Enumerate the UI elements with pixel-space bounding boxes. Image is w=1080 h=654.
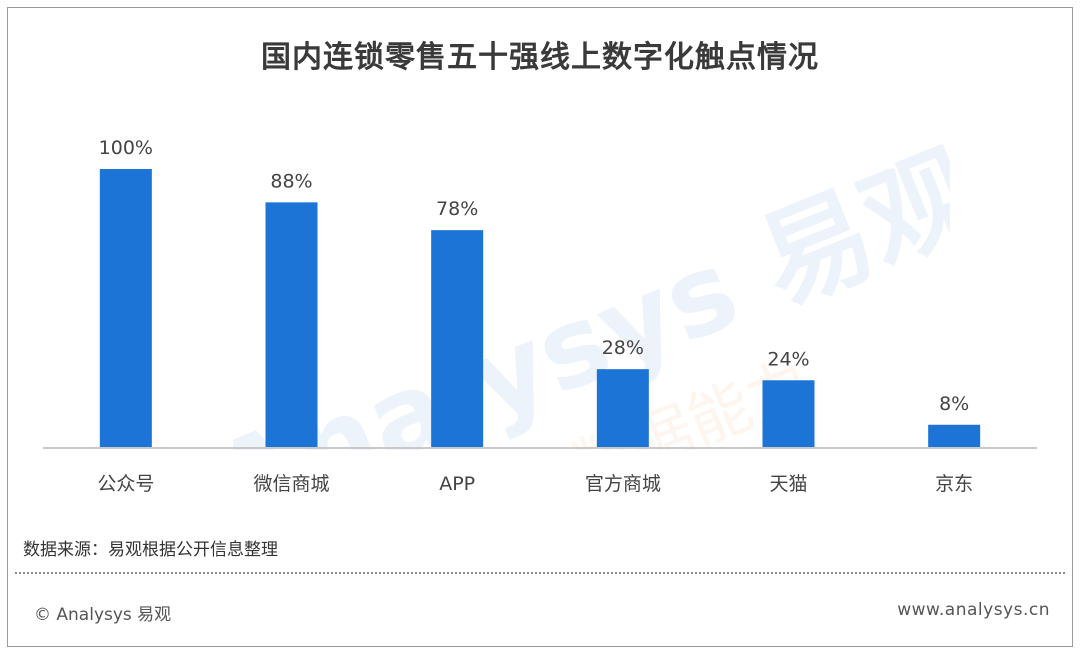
- x-tick-label-2: APP: [439, 473, 475, 495]
- footer-divider: [15, 572, 1065, 574]
- footer-copyright: © Analysys 易观: [34, 605, 172, 625]
- data-label-3: 28%: [602, 337, 644, 359]
- chart-title: 国内连锁零售五十强线上数字化触点情况: [261, 40, 819, 75]
- data-label-5: 8%: [939, 393, 969, 415]
- bar-1: [265, 202, 318, 447]
- source-note: 数据来源：易观根据公开信息整理: [23, 540, 278, 560]
- bar-5: [928, 424, 981, 447]
- footer-website: www.analysys.cn: [897, 600, 1050, 620]
- chart-frame: [7, 7, 1073, 647]
- x-tick-label-3: 官方商城: [585, 473, 661, 495]
- data-label-4: 24%: [767, 348, 809, 370]
- bar-2: [431, 230, 484, 447]
- x-tick-label-0: 公众号: [97, 473, 154, 495]
- bar-0: [99, 169, 152, 447]
- x-tick-label-1: 微信商城: [253, 473, 329, 495]
- x-tick-label-5: 京东: [935, 473, 973, 495]
- data-label-2: 78%: [436, 198, 478, 220]
- data-label-1: 88%: [270, 170, 312, 192]
- bar-3: [596, 369, 649, 447]
- bar-4: [762, 380, 815, 447]
- x-tick-label-4: 天猫: [769, 473, 807, 495]
- data-label-0: 100%: [99, 137, 153, 159]
